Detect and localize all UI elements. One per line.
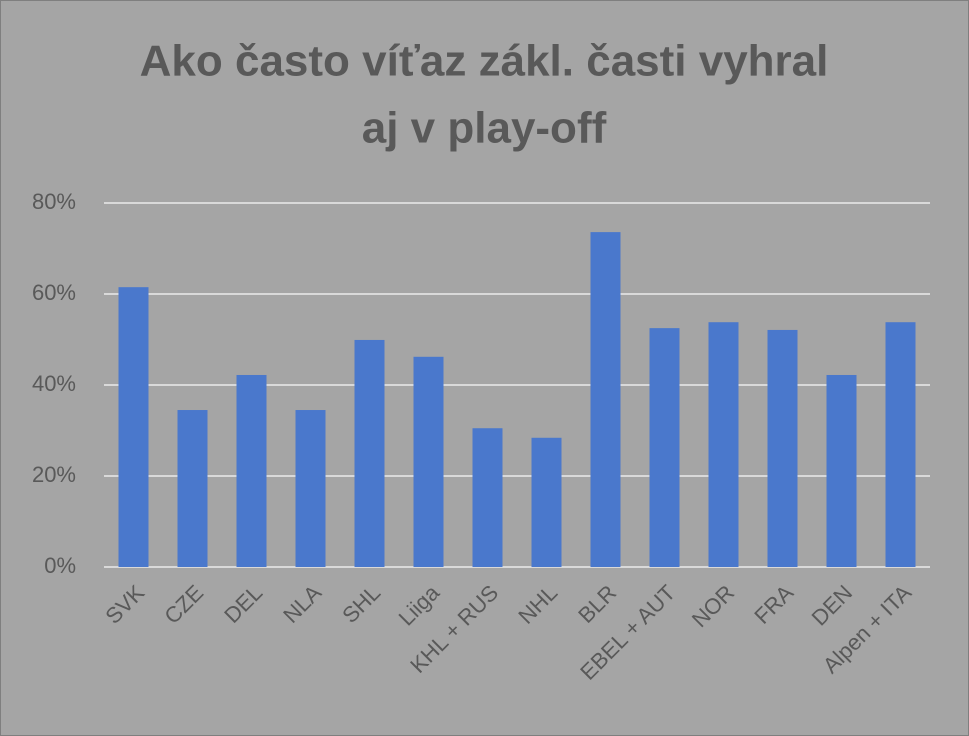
bar [236, 374, 267, 567]
bar [531, 437, 562, 567]
bar [354, 339, 385, 567]
bar [885, 322, 916, 567]
bar [413, 356, 444, 567]
bar [177, 410, 208, 567]
bar [826, 374, 857, 567]
bar [767, 329, 798, 567]
bar [118, 287, 149, 567]
y-tick-label: 60% [32, 280, 76, 305]
y-tick-label: 20% [32, 462, 76, 487]
bar [472, 428, 503, 567]
y-tick-label: 40% [32, 371, 76, 396]
chart-title: aj v play-off [362, 104, 607, 153]
y-tick-label: 0% [44, 553, 76, 578]
bar [708, 322, 739, 567]
bar [590, 232, 621, 567]
y-tick-label: 80% [32, 189, 76, 214]
bar [649, 328, 680, 567]
chart-title: Ako často víťaz zákl. časti vyhral [140, 37, 829, 86]
bar [295, 410, 326, 567]
